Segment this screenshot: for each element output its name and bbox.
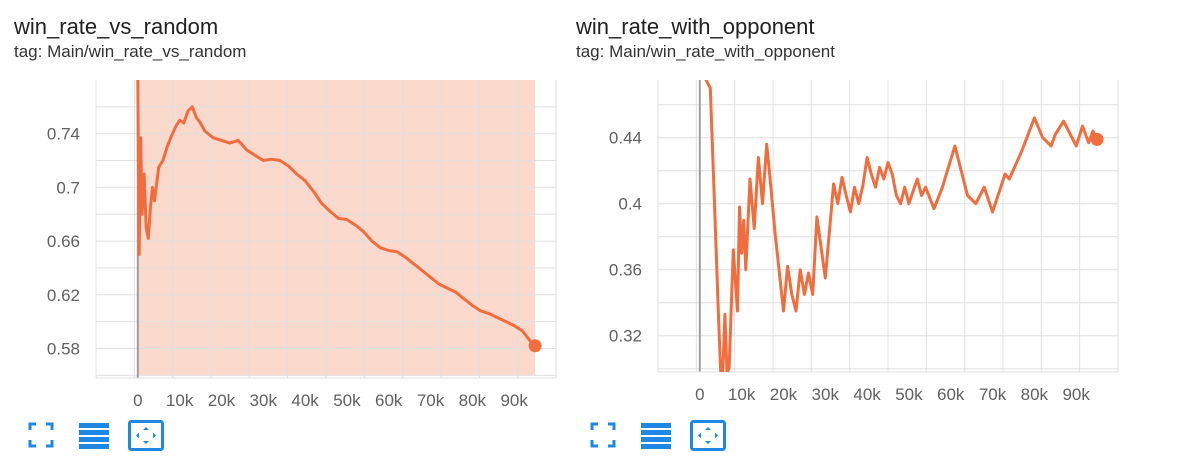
data-table-icon[interactable] <box>78 420 114 454</box>
fit-domain-icon[interactable] <box>690 420 726 454</box>
x-tick-label: 80k <box>1021 385 1049 404</box>
chart-card-left: win_rate_vs_random tag: Main/win_rate_vs… <box>0 0 580 475</box>
raw-data-band <box>137 80 536 376</box>
chart-title: win_rate_with_opponent <box>576 14 815 39</box>
series-line <box>136 80 537 348</box>
x-tick-label: 30k <box>812 385 840 404</box>
x-tick-label: 70k <box>979 385 1007 404</box>
x-tick-label: 20k <box>770 385 798 404</box>
x-tick-label: 60k <box>937 385 965 404</box>
series-end-point <box>528 339 542 353</box>
x-tick-label: 10k <box>166 391 194 410</box>
x-tick-label: 50k <box>895 385 923 404</box>
x-tick-label: 10k <box>728 385 756 404</box>
x-tick-label: 20k <box>208 391 236 410</box>
y-tick-label: 0.7 <box>56 178 80 197</box>
series-line <box>704 80 1099 372</box>
y-tick-label: 0.4 <box>618 195 642 214</box>
fullscreen-icon[interactable] <box>590 420 626 454</box>
x-tick-label: 30k <box>250 391 278 410</box>
y-tick-label: 0.44 <box>609 129 642 148</box>
x-tick-label: 80k <box>459 391 487 410</box>
x-tick-label: 50k <box>333 391 361 410</box>
y-tick-label: 0.58 <box>47 339 80 358</box>
x-tick-label: 90k <box>1062 385 1090 404</box>
chart-card-right: win_rate_with_opponent tag: Main/win_rat… <box>560 0 1140 475</box>
y-tick-label: 0.36 <box>609 261 642 280</box>
x-tick-label: 40k <box>291 391 319 410</box>
x-tick-label: 0 <box>133 391 142 410</box>
x-tick-label: 90k <box>500 391 528 410</box>
chart-plot[interactable]: 0.32 0.36 0.4 0.44 0 10k 20k 30k 40k 50k 60k 70k 80k… <box>560 0 1140 420</box>
fullscreen-icon[interactable] <box>28 420 64 454</box>
fit-domain-icon[interactable] <box>128 420 164 454</box>
chart-tag: tag: Main/win_rate_vs_random <box>14 42 247 61</box>
y-tick-label: 0.32 <box>609 327 642 346</box>
chart-tag: tag: Main/win_rate_with_opponent <box>576 42 835 61</box>
chart-plot[interactable]: 0.58 0.62 0.66 0.7 0.74 0 10k 20k 30k 40k 50k 60k 70… <box>0 0 580 420</box>
data-table-icon[interactable] <box>640 420 676 454</box>
y-tick-label: 0.66 <box>47 232 80 251</box>
chart-title: win_rate_vs_random <box>14 14 219 39</box>
x-tick-label: 70k <box>417 391 445 410</box>
x-tick-label: 0 <box>695 385 704 404</box>
x-tick-label: 40k <box>853 385 881 404</box>
series-end-point <box>1090 132 1104 146</box>
y-tick-label: 0.74 <box>47 125 80 144</box>
y-tick-label: 0.62 <box>47 286 80 305</box>
x-tick-label: 60k <box>375 391 403 410</box>
